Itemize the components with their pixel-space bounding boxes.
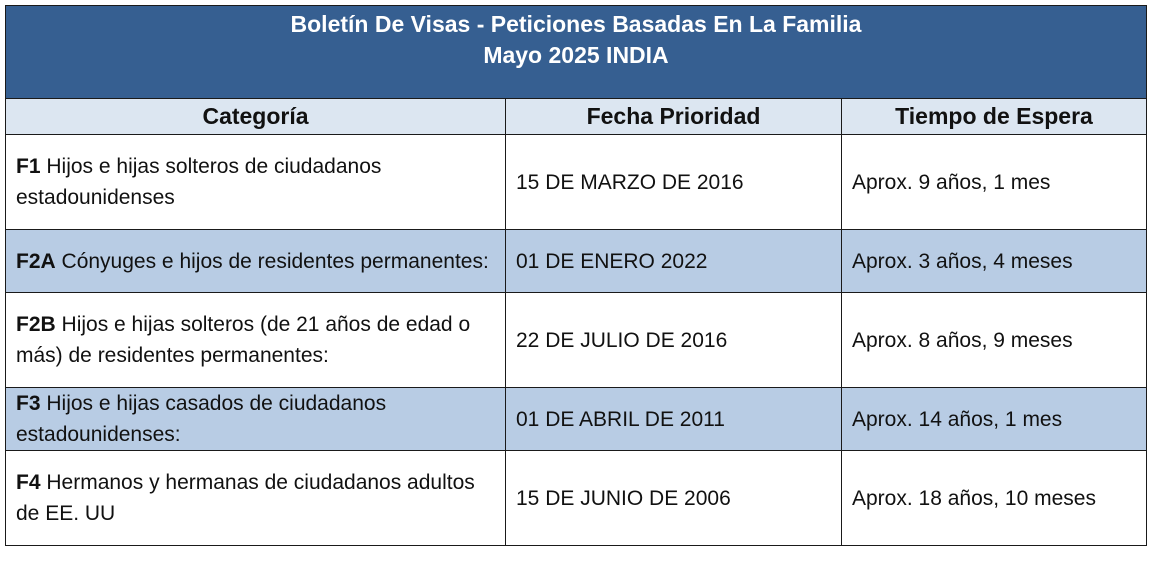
visa-bulletin-table: Boletín De Visas - Peticiones Basadas En… [5, 5, 1147, 546]
table-row: F2A Cónyuges e hijos de residentes perma… [5, 229, 1147, 293]
wait-time-cell: Aprox. 3 años, 4 meses [841, 229, 1147, 293]
category-code: F4 [16, 471, 41, 494]
header-wait-time: Tiempo de Espera [841, 98, 1147, 135]
table-row: F3 Hijos e hijas casados de ciudadanos e… [5, 387, 1147, 451]
category-description: Hijos e hijas casados de ciudadanos esta… [16, 392, 387, 446]
table-title: Boletín De Visas - Peticiones Basadas En… [5, 5, 1147, 99]
wait-time-cell: Aprox. 18 años, 10 meses [841, 450, 1147, 546]
category-description: Cónyuges e hijos de residentes permanent… [61, 249, 489, 273]
priority-date-cell: 15 DE JUNIO DE 2006 [505, 450, 842, 546]
category-code: F2A [16, 249, 56, 273]
category-code: F3 [16, 392, 41, 415]
wait-time-cell: Aprox. 9 años, 1 mes [841, 134, 1147, 230]
category-description: Hijos e hijas solteros de ciudadanos est… [16, 155, 382, 209]
wait-time-cell: Aprox. 14 años, 1 mes [841, 387, 1147, 451]
wait-time-cell: Aprox. 8 años, 9 meses [841, 292, 1147, 388]
category-code: F1 [16, 155, 41, 178]
priority-date-cell: 15 DE MARZO DE 2016 [505, 134, 842, 230]
header-category: Categoría [5, 98, 506, 135]
visa-bulletin-container: Boletín De Visas - Peticiones Basadas En… [5, 5, 1147, 546]
category-code: F2B [16, 313, 56, 336]
header-row: Categoría Fecha Prioridad Tiempo de Espe… [5, 98, 1147, 135]
title-line-2: Mayo 2025 INDIA [483, 42, 669, 68]
table-row: F1 Hijos e hijas solteros de ciudadanos … [5, 134, 1147, 230]
category-cell: F4 Hermanos y hermanas de ciudadanos adu… [5, 450, 506, 546]
priority-date-cell: 01 DE ENERO 2022 [505, 229, 842, 293]
title-line-1: Boletín De Visas - Peticiones Basadas En… [290, 11, 862, 37]
category-description: Hermanos y hermanas de ciudadanos adulto… [16, 471, 475, 525]
table-row: F4 Hermanos y hermanas de ciudadanos adu… [5, 450, 1147, 546]
table-row: F2B Hijos e hijas solteros (de 21 años d… [5, 292, 1147, 388]
category-cell: F2A Cónyuges e hijos de residentes perma… [5, 229, 506, 293]
priority-date-cell: 01 DE ABRIL DE 2011 [505, 387, 842, 451]
category-cell: F1 Hijos e hijas solteros de ciudadanos … [5, 134, 506, 230]
priority-date-cell: 22 DE JULIO DE 2016 [505, 292, 842, 388]
category-cell: F2B Hijos e hijas solteros (de 21 años d… [5, 292, 506, 388]
header-priority-date: Fecha Prioridad [505, 98, 842, 135]
category-cell: F3 Hijos e hijas casados de ciudadanos e… [5, 387, 506, 451]
category-description: Hijos e hijas solteros (de 21 años de ed… [16, 313, 471, 367]
